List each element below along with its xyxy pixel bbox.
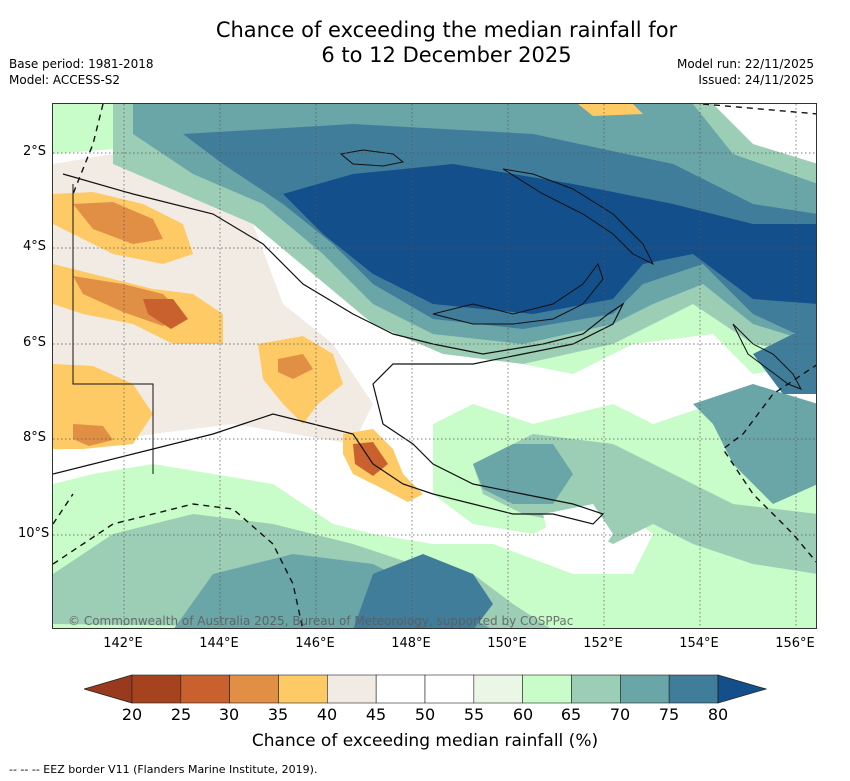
colorbar-label: 70 — [609, 705, 631, 724]
lon-tick: 148°E — [391, 636, 431, 651]
dry-patch-4 — [258, 336, 343, 424]
lon-tick: 154°E — [679, 636, 719, 651]
colorbar-swatch — [620, 674, 670, 704]
graticule — [53, 104, 816, 628]
colorbar — [84, 674, 768, 704]
border-line — [72, 184, 154, 474]
lat-tick: 10°S — [18, 526, 50, 541]
east-blue — [753, 334, 816, 394]
model-name: Model: ACCESS-S2 — [9, 73, 121, 87]
east-teal-3 — [693, 384, 816, 504]
new-ireland-outline — [502, 168, 655, 266]
island-outline — [339, 149, 405, 167]
dry-patch-top — [578, 104, 643, 116]
colorbar-swatch — [668, 674, 719, 704]
lon-tick: 156°E — [775, 636, 815, 651]
colorbar-under-arrow — [84, 674, 133, 704]
lon-tick: 146°E — [295, 636, 335, 651]
colorbar-label: 80 — [707, 705, 729, 724]
dry-patch-4-core — [278, 354, 313, 379]
colorbar-label: 75 — [658, 705, 680, 724]
dry-patch-3-core — [73, 424, 113, 446]
colorbar-swatch — [375, 674, 426, 704]
model-run: Model run: 22/11/2025 — [676, 57, 814, 71]
dry-patch-1-core — [73, 202, 163, 244]
bougainville-outline — [732, 323, 803, 390]
eez-note: -- -- -- EEZ border V11 (Flanders Marine… — [9, 763, 318, 776]
colorbar-label: 40 — [316, 705, 338, 724]
lon-tick: 150°E — [487, 636, 527, 651]
eez-borders — [53, 104, 816, 628]
colorbar-title: Chance of exceeding median rainfall (%) — [251, 731, 599, 751]
meta-left: Base period: 1981-2018 Model: ACCESS-S2 — [9, 56, 154, 88]
south-blue — [353, 554, 493, 628]
lon-tick: 144°E — [199, 636, 239, 651]
meta-right: Model run: 22/11/2025 Issued: 24/11/2025 — [677, 56, 814, 88]
colorbar-label: 60 — [512, 705, 534, 724]
lat-tick: 2°S — [22, 144, 46, 159]
lon-tick: 142°E — [103, 636, 143, 651]
map-panel — [52, 103, 817, 629]
colorbar-label: 25 — [170, 705, 192, 724]
colorbar-swatch — [424, 674, 475, 704]
colorbar-label: 45 — [365, 705, 387, 724]
issued-date: Issued: 24/11/2025 — [698, 73, 814, 87]
colorbar-swatch — [131, 674, 182, 704]
colorbar-swatch — [522, 674, 572, 704]
colorbar-label: 20 — [121, 705, 143, 724]
colorbar-label: 65 — [560, 705, 582, 724]
new-britain-outline — [432, 262, 604, 325]
colorbar-label: 50 — [414, 705, 436, 724]
base-period: Base period: 1981-2018 — [9, 57, 154, 71]
colorbar-swatch — [327, 674, 377, 704]
title-line-1: Chance of exceeding the median rainfall … — [215, 18, 678, 42]
colorbar-label: 30 — [218, 705, 240, 724]
dry-patch-2-hot — [143, 299, 188, 329]
colorbar-over-arrow — [717, 674, 768, 704]
colorbar-swatch — [473, 674, 523, 704]
lat-tick: 4°S — [22, 239, 46, 254]
colorbar-swatch — [571, 674, 621, 704]
white-inset — [543, 504, 613, 564]
colorbar-swatch — [229, 674, 279, 704]
lon-tick: 152°E — [583, 636, 623, 651]
colorbar-swatch — [180, 674, 230, 704]
lat-tick: 8°S — [22, 430, 46, 445]
dark-blue-core — [283, 164, 816, 314]
colorbar-label: 55 — [463, 705, 485, 724]
lat-tick: 6°S — [22, 335, 46, 350]
colorbar-swatch — [278, 674, 328, 704]
copyright-notice: © Commonwealth of Australia 2025, Bureau… — [68, 614, 574, 628]
title-line-2: 6 to 12 December 2025 — [321, 43, 572, 67]
colorbar-label: 35 — [267, 705, 289, 724]
map-title: Chance of exceeding the median rainfall … — [0, 18, 850, 68]
map-svg — [53, 104, 816, 628]
